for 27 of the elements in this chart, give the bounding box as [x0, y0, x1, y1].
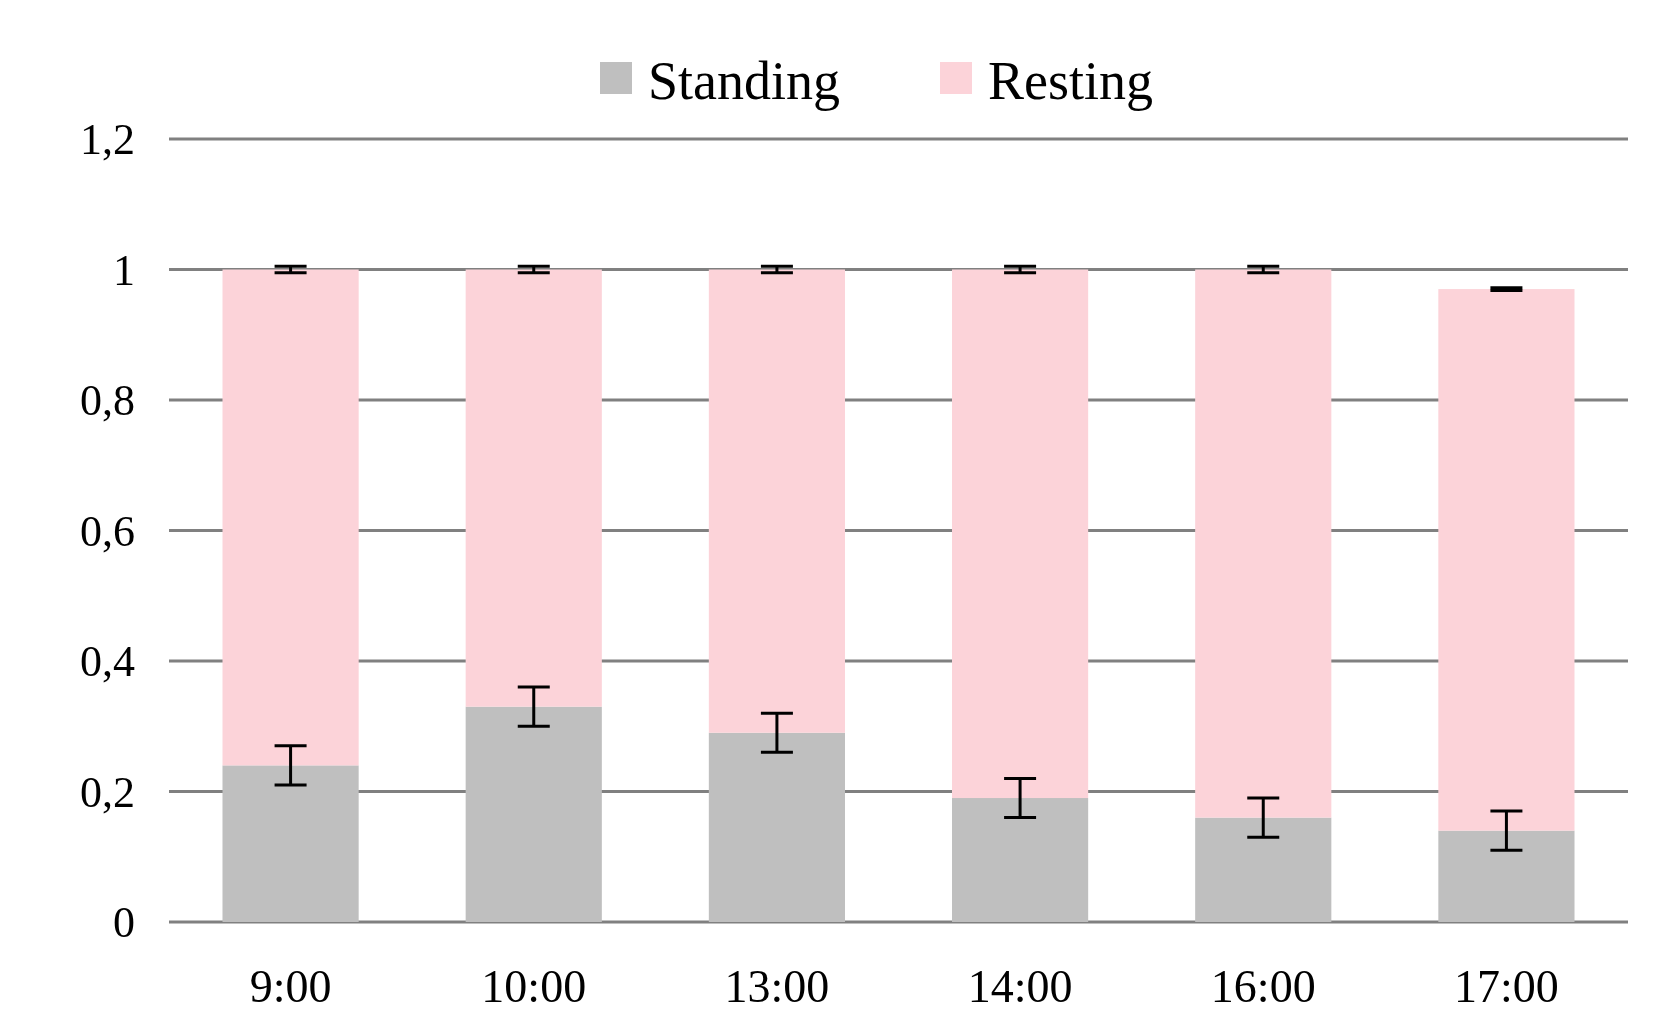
bar	[465, 706, 602, 922]
x-tick-label: 13:00	[724, 961, 830, 1012]
bar	[1438, 830, 1575, 922]
legend-label: Standing	[648, 50, 841, 111]
y-tick-label: 1	[113, 245, 135, 295]
x-tick-label: 16:00	[1210, 961, 1316, 1012]
x-tick-label: 10:00	[481, 961, 587, 1012]
y-tick-label: 0	[113, 898, 135, 948]
bar	[1438, 289, 1575, 831]
bar	[222, 269, 359, 766]
bar	[952, 269, 1089, 799]
y-tick-label: 0,8	[80, 376, 135, 426]
y-tick-label: 1,2	[80, 115, 135, 165]
y-tick-label: 0,6	[80, 506, 135, 556]
bar	[465, 269, 602, 707]
bar	[952, 798, 1089, 922]
bar	[708, 269, 845, 733]
x-tick-label: 17:00	[1454, 961, 1559, 1012]
bar	[222, 765, 359, 922]
x-tick-label: 14:00	[967, 961, 1073, 1012]
y-tick-label: 0,2	[80, 767, 135, 817]
bar	[708, 732, 845, 922]
y-tick-label: 0,4	[80, 637, 135, 687]
x-tick-label: 9:00	[249, 961, 332, 1012]
bar	[1195, 817, 1332, 922]
legend-label: Resting	[988, 50, 1154, 111]
bar	[1195, 269, 1332, 818]
